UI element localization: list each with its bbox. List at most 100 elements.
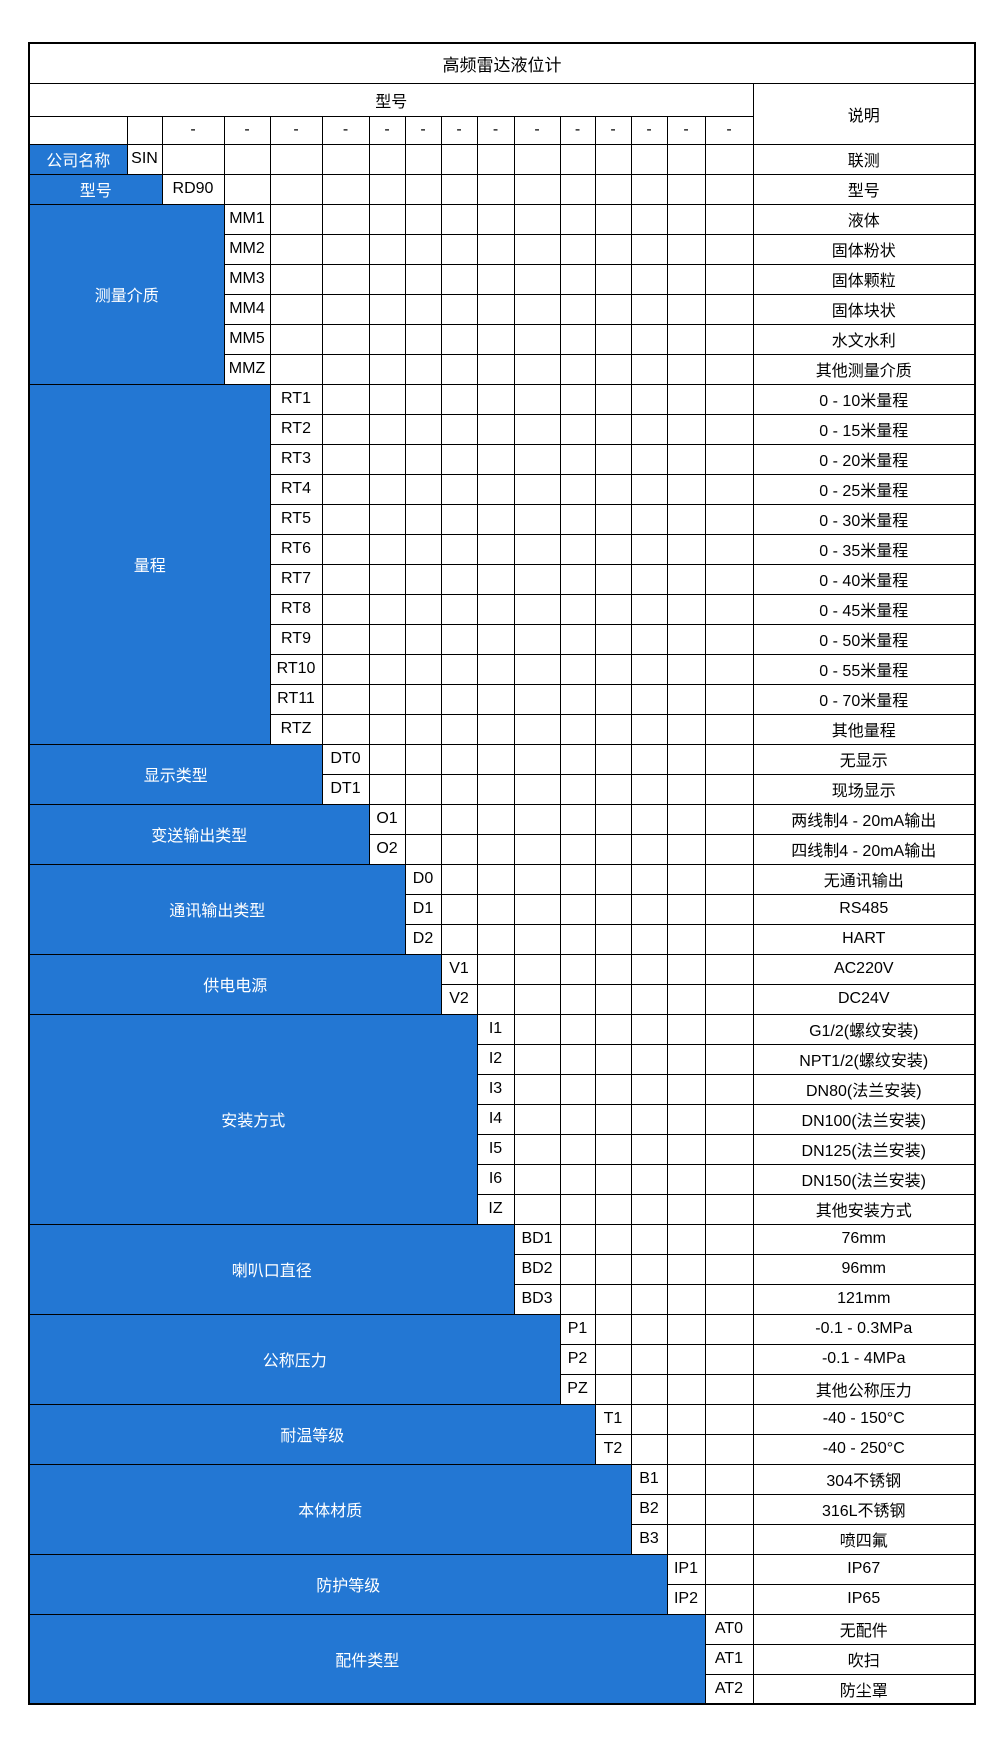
group-label-cell: 喇叭口直径 xyxy=(28,1223,515,1315)
empty-cell xyxy=(440,203,478,235)
empty-cell xyxy=(630,263,668,295)
table-row: RT3 0 - 20米量程 xyxy=(29,443,976,475)
empty-cell xyxy=(440,743,478,775)
empty-cell xyxy=(704,1043,754,1075)
empty-cell xyxy=(513,1133,561,1165)
table-row: 耐温等级 T1 -40 - 150°C xyxy=(28,1403,976,1465)
group-label-cell: 公称压力 xyxy=(28,1313,561,1405)
empty-cell xyxy=(666,383,706,415)
empty-cell xyxy=(666,593,706,625)
code-cell: RD90 xyxy=(161,173,225,205)
description-cell: DC24V xyxy=(752,983,976,1015)
empty-cell xyxy=(594,323,632,355)
empty-cell xyxy=(476,203,515,235)
code-cell: MM4 xyxy=(223,293,271,325)
table-row: RT10 0 - 55米量程 xyxy=(29,653,976,685)
empty-cell xyxy=(559,263,596,295)
empty-cell xyxy=(666,1313,706,1345)
empty-cell xyxy=(630,1073,668,1105)
description-cell: -0.1 - 4MPa xyxy=(752,1343,976,1375)
dash-cell: - xyxy=(404,115,442,145)
header-row: 型号 说明 xyxy=(28,82,976,145)
empty-cell xyxy=(666,143,706,175)
empty-cell xyxy=(559,833,596,865)
empty-cell xyxy=(630,833,668,865)
empty-cell xyxy=(404,413,442,445)
empty-cell xyxy=(630,653,668,685)
empty-cell xyxy=(704,293,754,325)
empty-cell xyxy=(559,233,596,265)
empty-cell xyxy=(368,773,406,805)
empty-cell xyxy=(513,383,561,415)
empty-cell xyxy=(594,1103,632,1135)
empty-cell xyxy=(404,623,442,655)
empty-cell xyxy=(630,893,668,925)
empty-cell xyxy=(476,923,515,955)
group-label-cell: 公司名称 xyxy=(28,143,128,175)
empty-cell xyxy=(440,593,478,625)
empty-cell xyxy=(666,1043,706,1075)
code-cell: RT4 xyxy=(269,473,323,505)
code-cell: PZ xyxy=(559,1373,596,1405)
empty-cell xyxy=(404,263,442,295)
empty-cell xyxy=(513,983,561,1015)
empty-cell xyxy=(666,323,706,355)
description-cell: NPT1/2(螺纹安装) xyxy=(752,1043,976,1075)
empty-cell xyxy=(666,743,706,775)
empty-cell xyxy=(704,203,754,235)
table-row: AT1 吹扫 xyxy=(29,1643,976,1675)
table-row: IZ 其他安装方式 xyxy=(29,1193,976,1225)
empty-cell xyxy=(440,473,478,505)
empty-cell xyxy=(321,143,370,175)
empty-cell xyxy=(321,263,370,295)
empty-cell xyxy=(404,353,442,385)
description-cell: 121mm xyxy=(752,1283,976,1315)
empty-cell xyxy=(476,803,515,835)
table-row: 防护等级 IP1 IP67 xyxy=(28,1553,976,1615)
table-row: 供电电源 V1 AC220V xyxy=(28,953,976,1015)
dash-cell: - xyxy=(630,115,668,145)
empty-cell xyxy=(404,383,442,415)
group-label-cell: 通讯输出类型 xyxy=(28,863,406,955)
page-title: 高频雷达液位计 xyxy=(28,42,976,84)
empty-cell xyxy=(368,263,406,295)
empty-cell xyxy=(440,143,478,175)
table-row: 本体材质 B1 304不锈钢 xyxy=(28,1463,976,1555)
table-row: I2 NPT1/2(螺纹安装) xyxy=(29,1043,976,1075)
code-cell: DT1 xyxy=(321,773,370,805)
empty-cell xyxy=(368,653,406,685)
empty-cell xyxy=(666,1253,706,1285)
empty-cell xyxy=(666,1403,706,1435)
empty-cell xyxy=(630,353,668,385)
table-row: 喇叭口直径 BD1 76mm xyxy=(28,1223,976,1315)
empty-cell xyxy=(368,593,406,625)
code-cell: B3 xyxy=(630,1523,668,1555)
empty-cell xyxy=(440,683,478,715)
empty-cell xyxy=(630,1163,668,1195)
empty-cell xyxy=(440,563,478,595)
empty-cell xyxy=(666,1013,706,1045)
description-cell: RS485 xyxy=(752,893,976,925)
empty-cell xyxy=(666,1463,706,1495)
empty-cell xyxy=(404,803,442,835)
code-cell: AT1 xyxy=(704,1643,754,1675)
empty-cell xyxy=(594,293,632,325)
empty-cell xyxy=(594,473,632,505)
empty-cell xyxy=(321,353,370,385)
empty-cell xyxy=(476,263,515,295)
empty-cell xyxy=(321,653,370,685)
empty-cell xyxy=(594,1133,632,1165)
empty-cell xyxy=(594,1223,632,1255)
empty-cell xyxy=(704,1193,754,1225)
empty-cell xyxy=(559,593,596,625)
empty-cell xyxy=(513,443,561,475)
empty-cell xyxy=(440,263,478,295)
description-cell: IP67 xyxy=(752,1553,976,1585)
empty-cell xyxy=(630,743,668,775)
empty-cell xyxy=(594,983,632,1015)
empty-cell xyxy=(704,143,754,175)
empty-cell xyxy=(321,473,370,505)
empty-cell xyxy=(269,323,323,355)
empty-cell xyxy=(704,503,754,535)
empty-cell xyxy=(666,443,706,475)
